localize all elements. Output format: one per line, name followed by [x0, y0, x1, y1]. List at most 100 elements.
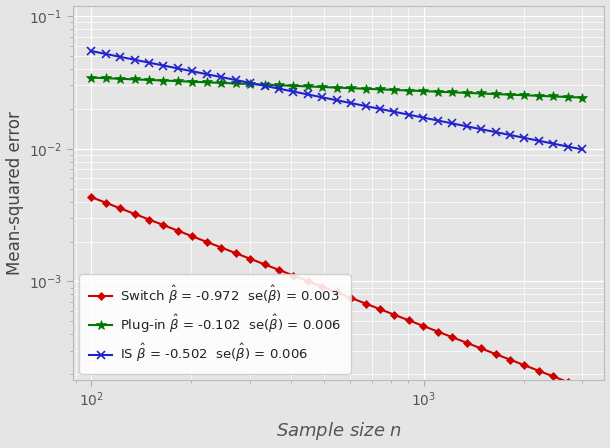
Switch $\hat{\beta}$ = -0.972  se($\hat{\beta}$) = 0.003 — [290, 273, 297, 278]
Y-axis label: Mean-squared error: Mean-squared error — [5, 111, 24, 275]
Switch $\hat{\beta}$ = -0.972  se($\hat{\beta}$) = 0.003 — [261, 262, 268, 267]
Plug-in $\hat{\beta}$ = -0.102  se($\hat{\beta}$) = 0.006 — [203, 80, 210, 85]
Switch $\hat{\beta}$ = -0.972  se($\hat{\beta}$) = 0.003 — [246, 256, 254, 262]
Switch $\hat{\beta}$ = -0.972  se($\hat{\beta}$) = 0.003 — [203, 239, 210, 245]
Plug-in $\hat{\beta}$ = -0.102  se($\hat{\beta}$) = 0.006 — [564, 95, 572, 100]
Switch $\hat{\beta}$ = -0.972  se($\hat{\beta}$) = 0.003 — [131, 211, 138, 217]
IS $\hat{\beta}$ = -0.502  se($\hat{\beta}$) = 0.006 — [405, 112, 412, 117]
IS $\hat{\beta}$ = -0.502  se($\hat{\beta}$) = 0.006 — [463, 124, 470, 129]
Switch $\hat{\beta}$ = -0.972  se($\hat{\beta}$) = 0.003 — [174, 228, 182, 233]
X-axis label: Sample size $n$: Sample size $n$ — [276, 420, 401, 443]
IS $\hat{\beta}$ = -0.502  se($\hat{\beta}$) = 0.006 — [434, 118, 442, 123]
IS $\hat{\beta}$ = -0.502  se($\hat{\beta}$) = 0.006 — [376, 106, 384, 112]
IS $\hat{\beta}$ = -0.502  se($\hat{\beta}$) = 0.006 — [218, 74, 225, 80]
Switch $\hat{\beta}$ = -0.972  se($\hat{\beta}$) = 0.003 — [448, 335, 456, 340]
IS $\hat{\beta}$ = -0.502  se($\hat{\beta}$) = 0.006 — [102, 51, 109, 56]
IS $\hat{\beta}$ = -0.502  se($\hat{\beta}$) = 0.006 — [420, 115, 427, 121]
Line: IS $\hat{\beta}$ = -0.502  se($\hat{\beta}$) = 0.006: IS $\hat{\beta}$ = -0.502 se($\hat{\beta… — [87, 47, 586, 153]
Plug-in $\hat{\beta}$ = -0.102  se($\hat{\beta}$) = 0.006 — [102, 76, 109, 81]
Plug-in $\hat{\beta}$ = -0.102  se($\hat{\beta}$) = 0.006 — [535, 93, 542, 99]
IS $\hat{\beta}$ = -0.502  se($\hat{\beta}$) = 0.006 — [492, 129, 499, 135]
Plug-in $\hat{\beta}$ = -0.102  se($\hat{\beta}$) = 0.006 — [188, 79, 196, 84]
Plug-in $\hat{\beta}$ = -0.102  se($\hat{\beta}$) = 0.006 — [478, 91, 485, 96]
Plug-in $\hat{\beta}$ = -0.102  se($\hat{\beta}$) = 0.006 — [174, 78, 182, 84]
IS $\hat{\beta}$ = -0.502  se($\hat{\beta}$) = 0.006 — [448, 121, 456, 126]
Plug-in $\hat{\beta}$ = -0.102  se($\hat{\beta}$) = 0.006 — [362, 86, 369, 91]
IS $\hat{\beta}$ = -0.502  se($\hat{\beta}$) = 0.006 — [174, 66, 182, 71]
Plug-in $\hat{\beta}$ = -0.102  se($\hat{\beta}$) = 0.006 — [463, 90, 470, 95]
IS $\hat{\beta}$ = -0.502  se($\hat{\beta}$) = 0.006 — [318, 95, 326, 100]
IS $\hat{\beta}$ = -0.502  se($\hat{\beta}$) = 0.006 — [246, 80, 254, 86]
IS $\hat{\beta}$ = -0.502  se($\hat{\beta}$) = 0.006 — [131, 57, 138, 62]
IS $\hat{\beta}$ = -0.502  se($\hat{\beta}$) = 0.006 — [333, 98, 340, 103]
Switch $\hat{\beta}$ = -0.972  se($\hat{\beta}$) = 0.003 — [578, 385, 586, 390]
Plug-in $\hat{\beta}$ = -0.102  se($\hat{\beta}$) = 0.006 — [405, 88, 412, 93]
Plug-in $\hat{\beta}$ = -0.102  se($\hat{\beta}$) = 0.006 — [304, 84, 312, 89]
Plug-in $\hat{\beta}$ = -0.102  se($\hat{\beta}$) = 0.006 — [348, 86, 355, 91]
Plug-in $\hat{\beta}$ = -0.102  se($\hat{\beta}$) = 0.006 — [521, 93, 528, 98]
Plug-in $\hat{\beta}$ = -0.102  se($\hat{\beta}$) = 0.006 — [290, 83, 297, 89]
Plug-in $\hat{\beta}$ = -0.102  se($\hat{\beta}$) = 0.006 — [420, 88, 427, 94]
Switch $\hat{\beta}$ = -0.972  se($\hat{\beta}$) = 0.003 — [318, 284, 326, 289]
Switch $\hat{\beta}$ = -0.972  se($\hat{\beta}$) = 0.003 — [304, 279, 312, 284]
Switch $\hat{\beta}$ = -0.972  se($\hat{\beta}$) = 0.003 — [535, 368, 542, 374]
Switch $\hat{\beta}$ = -0.972  se($\hat{\beta}$) = 0.003 — [405, 318, 412, 323]
Switch $\hat{\beta}$ = -0.972  se($\hat{\beta}$) = 0.003 — [521, 362, 528, 368]
IS $\hat{\beta}$ = -0.502  se($\hat{\beta}$) = 0.006 — [145, 60, 152, 65]
Switch $\hat{\beta}$ = -0.972  se($\hat{\beta}$) = 0.003 — [348, 295, 355, 301]
IS $\hat{\beta}$ = -0.502  se($\hat{\beta}$) = 0.006 — [478, 126, 485, 132]
Line: Switch $\hat{\beta}$ = -0.972  se($\hat{\beta}$) = 0.003: Switch $\hat{\beta}$ = -0.972 se($\hat{\… — [88, 194, 586, 391]
IS $\hat{\beta}$ = -0.502  se($\hat{\beta}$) = 0.006 — [261, 83, 268, 88]
Plug-in $\hat{\beta}$ = -0.102  se($\hat{\beta}$) = 0.006 — [578, 95, 586, 100]
Plug-in $\hat{\beta}$ = -0.102  se($\hat{\beta}$) = 0.006 — [261, 82, 268, 87]
IS $\hat{\beta}$ = -0.502  se($\hat{\beta}$) = 0.006 — [304, 92, 312, 97]
Switch $\hat{\beta}$ = -0.972  se($\hat{\beta}$) = 0.003 — [376, 306, 384, 312]
Plug-in $\hat{\beta}$ = -0.102  se($\hat{\beta}$) = 0.006 — [448, 90, 456, 95]
IS $\hat{\beta}$ = -0.502  se($\hat{\beta}$) = 0.006 — [117, 54, 124, 60]
IS $\hat{\beta}$ = -0.502  se($\hat{\beta}$) = 0.006 — [188, 69, 196, 74]
IS $\hat{\beta}$ = -0.502  se($\hat{\beta}$) = 0.006 — [160, 63, 167, 68]
IS $\hat{\beta}$ = -0.502  se($\hat{\beta}$) = 0.006 — [232, 78, 239, 83]
IS $\hat{\beta}$ = -0.502  se($\hat{\beta}$) = 0.006 — [362, 103, 369, 109]
IS $\hat{\beta}$ = -0.502  se($\hat{\beta}$) = 0.006 — [564, 144, 572, 149]
Switch $\hat{\beta}$ = -0.972  se($\hat{\beta}$) = 0.003 — [478, 346, 485, 351]
IS $\hat{\beta}$ = -0.502  se($\hat{\beta}$) = 0.006 — [203, 72, 210, 77]
Plug-in $\hat{\beta}$ = -0.102  se($\hat{\beta}$) = 0.006 — [318, 84, 326, 90]
Plug-in $\hat{\beta}$ = -0.102  se($\hat{\beta}$) = 0.006 — [333, 85, 340, 90]
IS $\hat{\beta}$ = -0.502  se($\hat{\beta}$) = 0.006 — [550, 141, 557, 146]
IS $\hat{\beta}$ = -0.502  se($\hat{\beta}$) = 0.006 — [521, 135, 528, 141]
Switch $\hat{\beta}$ = -0.972  se($\hat{\beta}$) = 0.003 — [333, 290, 340, 295]
Plug-in $\hat{\beta}$ = -0.102  se($\hat{\beta}$) = 0.006 — [506, 92, 514, 97]
IS $\hat{\beta}$ = -0.502  se($\hat{\beta}$) = 0.006 — [88, 48, 95, 54]
IS $\hat{\beta}$ = -0.502  se($\hat{\beta}$) = 0.006 — [535, 138, 542, 143]
Switch $\hat{\beta}$ = -0.972  se($\hat{\beta}$) = 0.003 — [88, 194, 95, 200]
Switch $\hat{\beta}$ = -0.972  se($\hat{\beta}$) = 0.003 — [463, 340, 470, 345]
Switch $\hat{\beta}$ = -0.972  se($\hat{\beta}$) = 0.003 — [492, 351, 499, 357]
Plug-in $\hat{\beta}$ = -0.102  se($\hat{\beta}$) = 0.006 — [131, 77, 138, 82]
Switch $\hat{\beta}$ = -0.972  se($\hat{\beta}$) = 0.003 — [218, 245, 225, 250]
IS $\hat{\beta}$ = -0.502  se($\hat{\beta}$) = 0.006 — [275, 86, 282, 91]
Switch $\hat{\beta}$ = -0.972  se($\hat{\beta}$) = 0.003 — [275, 267, 282, 273]
Plug-in $\hat{\beta}$ = -0.102  se($\hat{\beta}$) = 0.006 — [246, 82, 254, 87]
IS $\hat{\beta}$ = -0.502  se($\hat{\beta}$) = 0.006 — [578, 147, 586, 152]
Switch $\hat{\beta}$ = -0.972  se($\hat{\beta}$) = 0.003 — [362, 301, 369, 306]
Plug-in $\hat{\beta}$ = -0.102  se($\hat{\beta}$) = 0.006 — [88, 75, 95, 80]
IS $\hat{\beta}$ = -0.502  se($\hat{\beta}$) = 0.006 — [506, 132, 514, 138]
Plug-in $\hat{\beta}$ = -0.102  se($\hat{\beta}$) = 0.006 — [145, 77, 152, 82]
Switch $\hat{\beta}$ = -0.972  se($\hat{\beta}$) = 0.003 — [420, 323, 427, 329]
Switch $\hat{\beta}$ = -0.972  se($\hat{\beta}$) = 0.003 — [434, 329, 442, 334]
Legend: Switch $\hat{\beta}$ = -0.972  se($\hat{\beta}$) = 0.003, Plug-in $\hat{\beta}$ : Switch $\hat{\beta}$ = -0.972 se($\hat{\… — [79, 274, 351, 374]
Plug-in $\hat{\beta}$ = -0.102  se($\hat{\beta}$) = 0.006 — [434, 89, 442, 95]
Plug-in $\hat{\beta}$ = -0.102  se($\hat{\beta}$) = 0.006 — [275, 82, 282, 88]
Switch $\hat{\beta}$ = -0.972  se($\hat{\beta}$) = 0.003 — [232, 250, 239, 256]
Switch $\hat{\beta}$ = -0.972  se($\hat{\beta}$) = 0.003 — [145, 217, 152, 222]
Switch $\hat{\beta}$ = -0.972  se($\hat{\beta}$) = 0.003 — [102, 200, 109, 205]
Switch $\hat{\beta}$ = -0.972  se($\hat{\beta}$) = 0.003 — [550, 374, 557, 379]
IS $\hat{\beta}$ = -0.502  se($\hat{\beta}$) = 0.006 — [290, 89, 297, 94]
Line: Plug-in $\hat{\beta}$ = -0.102  se($\hat{\beta}$) = 0.006: Plug-in $\hat{\beta}$ = -0.102 se($\hat{… — [87, 73, 587, 103]
Switch $\hat{\beta}$ = -0.972  se($\hat{\beta}$) = 0.003 — [188, 234, 196, 239]
Switch $\hat{\beta}$ = -0.972  se($\hat{\beta}$) = 0.003 — [117, 206, 124, 211]
Plug-in $\hat{\beta}$ = -0.102  se($\hat{\beta}$) = 0.006 — [376, 86, 384, 92]
Switch $\hat{\beta}$ = -0.972  se($\hat{\beta}$) = 0.003 — [391, 312, 398, 318]
Switch $\hat{\beta}$ = -0.972  se($\hat{\beta}$) = 0.003 — [160, 223, 167, 228]
